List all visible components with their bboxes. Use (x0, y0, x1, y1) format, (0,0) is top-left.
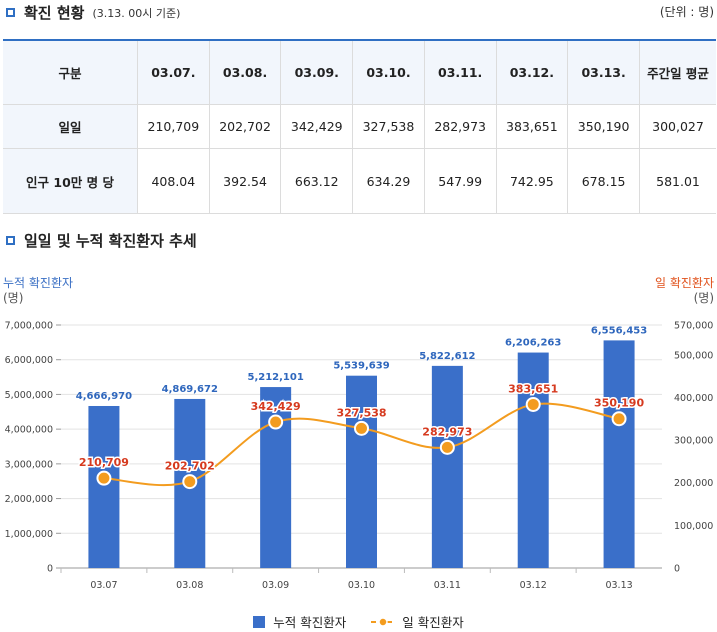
left-axis-label: 누적 확진환자 (3, 276, 74, 290)
table-cell: 210,709 (137, 104, 210, 149)
y-tick-label-right: 100,000 (674, 521, 713, 532)
y-tick-label-left: 0 (47, 564, 53, 575)
table-cell: 547.99 (423, 148, 497, 214)
table-header-cell: 03.08. (208, 39, 282, 105)
line-point (268, 414, 284, 430)
y-tick-label-left: 7,000,000 (5, 321, 53, 332)
line-point (182, 474, 198, 490)
line-point (439, 439, 455, 455)
line-point (611, 411, 627, 427)
table-cell: 300,027 (639, 104, 716, 149)
line-point (525, 396, 541, 412)
y-tick-label-left: 6,000,000 (5, 355, 53, 366)
y-tick-label-right: 200,000 (674, 478, 713, 489)
x-tick-label: 03.08 (176, 580, 203, 591)
table-cell: 634.29 (352, 148, 425, 214)
square-bullet-icon (6, 236, 15, 245)
bar (88, 405, 120, 568)
bar-data-label: 4,869,672 (162, 384, 218, 395)
y-tick-label-left: 3,000,000 (5, 459, 53, 470)
row-label: 일일 (3, 104, 138, 149)
x-tick-label: 03.12 (520, 580, 547, 591)
legend-item-cumulative: 누적 확진환자 (253, 612, 346, 631)
table-row: 인구 10만 명 당 408.04 392.54 663.12 634.29 5… (3, 148, 716, 214)
x-tick-label: 03.11 (434, 580, 461, 591)
table-cell: 383,651 (495, 104, 569, 149)
right-axis-title: 일 확진환자 (명) (655, 276, 714, 306)
table-header-cell: 구분 (3, 39, 138, 105)
bar-data-label: 5,539,639 (333, 361, 389, 372)
section-title-text: 일일 및 누적 확진환자 추세 (24, 232, 197, 250)
table-header-cell: 03.07. (137, 39, 210, 105)
section-title-text: 확진 현황 (24, 4, 85, 22)
y-tick-label-right: 300,000 (674, 436, 713, 447)
y-tick-label-left: 2,000,000 (5, 494, 53, 505)
bar (603, 340, 635, 568)
x-tick-label: 03.10 (348, 580, 375, 591)
y-tick-label-right: 500,000 (674, 350, 713, 361)
line-data-label: 202,702 (165, 460, 215, 473)
right-axis-unit: (명) (693, 291, 714, 305)
y-tick-label-left: 1,000,000 (5, 529, 53, 540)
legend-label: 누적 확진환자 (273, 615, 347, 630)
bar-data-label: 6,556,453 (591, 325, 647, 336)
table-header-cell: 03.11. (423, 39, 497, 105)
section-subtitle: (3.13. 00시 기준) (92, 6, 181, 20)
table-header-cell: 03.10. (352, 39, 425, 105)
line-point (354, 420, 369, 436)
line-data-label: 350,190 (594, 397, 644, 410)
table-header-cell: 03.12. (495, 39, 569, 105)
stats-table: 구분 03.07. 03.08. 03.09. 03.10. 03.11. 03… (3, 39, 716, 214)
table-cell: 327,538 (352, 104, 425, 149)
bar-data-label: 4,666,970 (76, 391, 132, 402)
table-cell: 581.01 (639, 148, 716, 214)
y-tick-label-right: 400,000 (674, 393, 713, 404)
bar-data-label: 6,206,263 (505, 338, 561, 349)
bar (431, 365, 463, 568)
bar-data-label: 5,212,101 (247, 372, 303, 383)
bar (346, 375, 377, 568)
line-data-label: 327,538 (336, 406, 386, 419)
table-header-cell: 주간일 평균 (639, 39, 716, 105)
bar-data-label: 5,822,612 (419, 351, 475, 362)
section-title-status: 확진 현황 (3.13. 00시 기준) (6, 2, 180, 23)
line-data-label: 210,709 (79, 456, 129, 469)
table-row: 일일 210,709 202,702 342,429 327,538 282,9… (3, 104, 716, 149)
x-tick-label: 03.09 (262, 580, 289, 591)
legend-label: 일 확진환자 (402, 615, 464, 630)
table-cell: 202,702 (208, 104, 282, 149)
right-axis-label: 일 확진환자 (654, 276, 714, 290)
left-axis-unit: (명) (3, 291, 24, 305)
table-cell: 742.95 (495, 148, 569, 214)
y-tick-label-left: 5,000,000 (5, 390, 53, 401)
table-header-row: 구분 03.07. 03.08. 03.09. 03.10. 03.11. 03… (3, 39, 716, 105)
table-header-cell: 03.09. (280, 39, 354, 105)
table-cell: 678.15 (567, 148, 640, 214)
table-header-cell: 03.13. (567, 39, 640, 105)
x-tick-label: 03.07 (90, 580, 117, 591)
x-tick-label: 03.13 (605, 580, 632, 591)
left-axis-title: 누적 확진환자 (명) (3, 276, 73, 306)
legend-item-daily: 일 확진환자 (370, 612, 464, 631)
row-label: 인구 10만 명 당 (3, 148, 138, 214)
legend-line-swatch (371, 616, 396, 627)
table-cell: 282,973 (423, 104, 497, 149)
line-data-label: 282,973 (422, 425, 472, 438)
y-tick-label-left: 4,000,000 (5, 425, 53, 436)
section-title-trend: 일일 및 누적 확진환자 추세 (6, 230, 197, 251)
y-tick-label-right: 0 (674, 564, 680, 575)
table-cell: 663.12 (280, 148, 354, 214)
square-bullet-icon (6, 8, 15, 17)
bar (260, 387, 292, 568)
line-data-label: 383,651 (508, 382, 558, 395)
unit-label: (단위 : 명) (659, 5, 714, 19)
bar (517, 352, 549, 568)
y-tick-label-right: 570,000 (674, 321, 713, 332)
line-data-label: 342,429 (251, 400, 301, 413)
legend-bar-swatch (253, 615, 266, 628)
chart-legend: 누적 확진환자 일 확진환자 (0, 612, 717, 631)
table-cell: 392.54 (208, 148, 282, 214)
line-point (96, 470, 112, 486)
